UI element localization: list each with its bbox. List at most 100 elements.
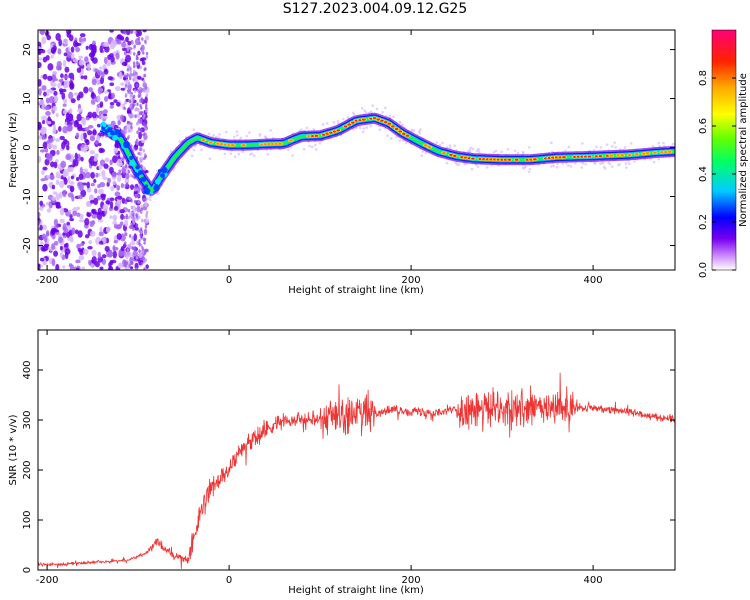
noise-speck <box>352 112 356 116</box>
noise-speck <box>66 124 73 132</box>
ridge-peak <box>598 155 603 158</box>
noise-speck <box>49 174 55 181</box>
noise-speck <box>112 180 117 186</box>
noise-speck <box>137 36 141 41</box>
noise-speck <box>346 115 350 119</box>
ridge-peak <box>427 146 432 149</box>
noise-speck <box>140 57 147 61</box>
noise-speck <box>70 175 74 180</box>
noise-speck <box>63 98 68 104</box>
noise-speck <box>38 99 45 106</box>
noise-speck <box>98 188 104 195</box>
noise-speck <box>58 79 63 83</box>
noise-speck <box>38 78 42 87</box>
noise-speck <box>82 168 89 173</box>
noise-speck <box>470 167 474 171</box>
noise-speck <box>218 132 221 136</box>
noise-speck <box>133 199 137 204</box>
noise-speck <box>66 231 71 238</box>
ridge-peak <box>137 170 143 175</box>
noise-speck <box>657 157 660 161</box>
noise-speck <box>125 75 128 79</box>
noise-speck <box>91 48 97 55</box>
noise-speck <box>614 146 617 149</box>
noise-speck <box>116 172 122 176</box>
noise-speck <box>492 150 496 154</box>
noise-speck <box>63 75 69 79</box>
noise-speck <box>148 198 152 202</box>
noise-speck <box>144 96 148 104</box>
noise-speck <box>142 79 146 84</box>
noise-speck <box>39 224 43 231</box>
colorbar-tick-label: 0.2 <box>698 214 709 230</box>
noise-speck <box>129 69 132 74</box>
colorbar: 0.0 0.2 0.4 0.6 0.8 Normalized spectral ampl… <box>698 29 749 278</box>
snr-x-tick-label: 200 <box>402 575 421 586</box>
noise-speck <box>130 125 133 130</box>
noise-speck <box>76 176 80 182</box>
noise-speck <box>232 135 236 139</box>
noise-speck <box>581 162 584 165</box>
noise-speck <box>57 48 62 55</box>
noise-speck <box>139 111 142 116</box>
noise-speck <box>105 200 111 205</box>
noise-speck <box>662 141 665 145</box>
noise-speck <box>66 31 71 38</box>
noise-speck <box>116 102 121 107</box>
noise-speck <box>90 98 96 105</box>
noise-speck <box>39 30 45 36</box>
noise-speck <box>96 211 103 220</box>
spectrogram-y-tick-label: 10 <box>22 92 33 105</box>
noise-speck <box>112 250 117 259</box>
noise-speck <box>133 44 136 49</box>
noise-speck <box>126 248 130 252</box>
noise-speck <box>76 212 81 217</box>
noise-speck <box>214 135 218 139</box>
noise-speck <box>138 184 142 189</box>
noise-speck <box>113 147 119 154</box>
noise-speck <box>141 60 146 66</box>
noise-speck <box>76 113 82 122</box>
noise-speck <box>305 126 309 130</box>
noise-speck <box>109 105 114 109</box>
noise-speck <box>123 39 126 44</box>
noise-speck <box>485 166 489 169</box>
noise-speck <box>116 184 121 191</box>
noise-speck <box>69 164 76 168</box>
noise-speck <box>141 37 144 41</box>
noise-speck <box>144 154 148 159</box>
noise-speck <box>212 133 216 137</box>
noise-speck <box>671 142 675 146</box>
noise-speck <box>124 219 129 227</box>
noise-speck <box>134 262 139 270</box>
noise-speck <box>136 75 142 80</box>
ridge-peak <box>423 144 428 147</box>
noise-speck <box>513 149 517 152</box>
noise-speck <box>38 211 41 218</box>
noise-speck <box>77 126 83 132</box>
noise-speck <box>192 148 196 152</box>
noise-speck <box>98 165 103 170</box>
snr-x-tick-label: 400 <box>584 575 603 586</box>
noise-speck <box>39 200 44 206</box>
noise-speck <box>139 252 142 257</box>
noise-speck <box>371 104 374 107</box>
noise-speck <box>595 145 598 149</box>
noise-speck <box>91 111 97 119</box>
noise-speck <box>567 164 570 167</box>
noise-speck <box>143 73 147 78</box>
noise-speck <box>58 38 63 47</box>
noise-speck <box>360 106 364 110</box>
snr-y-tick-label: 0 <box>22 567 33 573</box>
noise-speck <box>145 93 148 98</box>
noise-speck <box>140 261 144 266</box>
noise-speck <box>117 174 122 183</box>
ridge-peak <box>533 158 537 161</box>
noise-speck <box>75 259 81 264</box>
noise-speck <box>364 111 368 115</box>
ridge-peak <box>634 153 639 156</box>
noise-speck <box>471 147 475 151</box>
noise-speck <box>40 126 47 134</box>
noise-speck <box>91 249 97 257</box>
noise-speck <box>78 59 85 66</box>
